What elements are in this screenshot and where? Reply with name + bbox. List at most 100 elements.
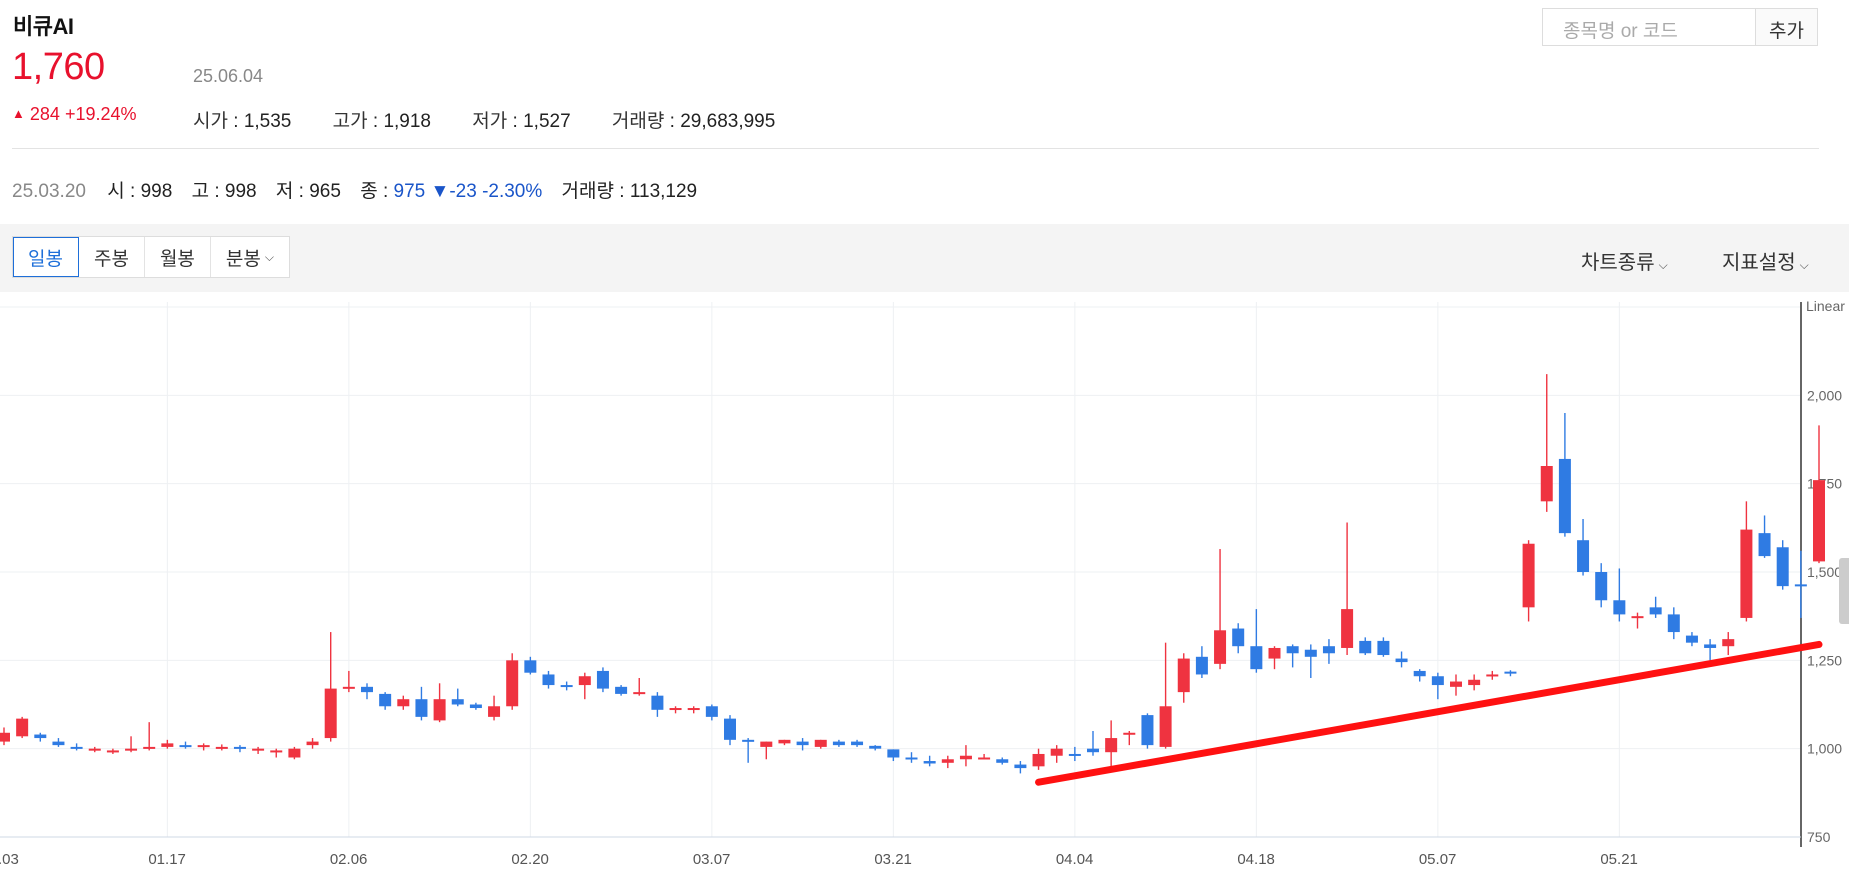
trendline bbox=[1035, 640, 1823, 786]
candle-body bbox=[1250, 646, 1263, 670]
crosshair-volume: 거래량 : 113,129 bbox=[561, 181, 698, 202]
candle-body bbox=[869, 745, 882, 749]
header-divider bbox=[12, 148, 1819, 149]
candle-body bbox=[1214, 630, 1227, 664]
triangle-down-icon: ▼ bbox=[430, 181, 450, 202]
crosshair-change-pct: -2.30% bbox=[482, 181, 543, 202]
candle-body bbox=[270, 750, 283, 753]
scale-label: Linear bbox=[1806, 298, 1845, 314]
candle-body bbox=[851, 741, 864, 746]
candle-body bbox=[1595, 572, 1608, 601]
candle-body bbox=[669, 708, 682, 711]
x-tick-label: 02.06 bbox=[330, 851, 368, 868]
candle-body bbox=[342, 686, 355, 689]
indicator-settings-dropdown[interactable]: 지표설정 ⌵ bbox=[1722, 246, 1809, 275]
candle-body bbox=[1286, 646, 1299, 654]
candle-body bbox=[125, 748, 138, 751]
candle-body bbox=[361, 686, 373, 693]
period-weekly-button[interactable]: 주봉 bbox=[79, 237, 145, 277]
change-percent: +19.24% bbox=[64, 104, 137, 124]
crosshair-low: 저 : 965 bbox=[275, 181, 341, 202]
candlestick-chart[interactable]: 7501,0001,2501,5001,7502,000Linear.0301.… bbox=[0, 292, 1849, 875]
candle-body bbox=[1268, 647, 1281, 659]
crosshair-high: 고 : 998 bbox=[191, 181, 257, 202]
candle-body bbox=[887, 749, 900, 758]
candle-body bbox=[1613, 600, 1626, 615]
candle-body bbox=[1377, 640, 1390, 656]
chart-type-dropdown[interactable]: 차트종류 ⌵ bbox=[1581, 246, 1668, 275]
candle-body bbox=[252, 748, 265, 751]
candle-body bbox=[1232, 628, 1245, 647]
candle-body bbox=[469, 704, 482, 709]
crosshair-change: -23 bbox=[449, 181, 477, 202]
candle-body bbox=[1450, 681, 1462, 687]
candle-body bbox=[179, 745, 192, 748]
y-tick-label: 750 bbox=[1807, 829, 1831, 845]
candle-body bbox=[760, 741, 773, 747]
candle-body bbox=[1359, 640, 1372, 654]
candle-body bbox=[959, 755, 972, 760]
period-monthly-button[interactable]: 월봉 bbox=[145, 237, 211, 277]
stat-open: 시가 : 1,535 bbox=[193, 111, 292, 132]
period-selector: 일봉 주봉 월봉 분봉 ⌵ bbox=[12, 236, 290, 278]
chart-scroll-handle[interactable] bbox=[1839, 558, 1849, 624]
candle-body bbox=[1577, 540, 1590, 572]
candle-body bbox=[1304, 649, 1317, 657]
candle-body bbox=[1159, 706, 1172, 747]
crosshair-close: 종 : 975 ▼-23 -2.30% bbox=[360, 181, 543, 202]
candle-body bbox=[1413, 670, 1426, 677]
candle-body bbox=[996, 759, 1009, 763]
chart-toolbar: 일봉 주봉 월봉 분봉 ⌵ 차트종류 ⌵ 지표설정 ⌵ bbox=[0, 224, 1849, 292]
triangle-up-icon: ▲ bbox=[12, 106, 25, 121]
candle-body bbox=[542, 674, 555, 686]
x-tick-label: 04.04 bbox=[1056, 851, 1094, 868]
add-button[interactable]: 추가 bbox=[1756, 8, 1818, 46]
candle-body bbox=[1177, 658, 1190, 693]
candle-body bbox=[1014, 764, 1027, 769]
change-amount: 284 bbox=[29, 104, 60, 124]
y-tick-label: 1,500 bbox=[1807, 564, 1842, 580]
candle-body bbox=[324, 688, 337, 739]
candle-body bbox=[742, 739, 755, 742]
candle-body bbox=[1050, 748, 1063, 756]
y-tick-label: 1,000 bbox=[1807, 741, 1842, 757]
stock-search-input[interactable]: 종목명 or 코드 bbox=[1542, 8, 1756, 46]
candle-body bbox=[1540, 466, 1553, 502]
candle-body bbox=[578, 676, 591, 686]
candle-body bbox=[705, 706, 718, 717]
stock-name: 비큐AI bbox=[13, 14, 74, 39]
crosshair-open: 시 : 998 bbox=[107, 181, 173, 202]
candle-body bbox=[832, 741, 845, 746]
price-change: ▲ 284 +19.24% bbox=[12, 104, 137, 125]
crosshair-date: 25.03.20 bbox=[12, 181, 86, 202]
candle-body bbox=[415, 699, 428, 717]
candle-body bbox=[1667, 614, 1680, 633]
y-tick-label: 2,000 bbox=[1807, 387, 1842, 403]
candle-body bbox=[1032, 753, 1045, 767]
candle-body bbox=[1758, 533, 1771, 557]
indicator-settings-label: 지표설정 bbox=[1722, 252, 1796, 274]
x-tick-label: 01.17 bbox=[148, 851, 186, 868]
candle-body bbox=[1722, 639, 1735, 647]
chevron-down-icon: ⌵ bbox=[1658, 258, 1668, 272]
x-tick-label: 03.21 bbox=[874, 851, 912, 868]
chevron-down-icon: ⌵ bbox=[264, 249, 274, 264]
x-tick-label: 04.18 bbox=[1237, 851, 1275, 868]
candle-body bbox=[814, 739, 827, 747]
candle-body bbox=[1486, 674, 1499, 677]
period-minute-button[interactable]: 분봉 ⌵ bbox=[211, 237, 289, 277]
candle-body bbox=[433, 699, 446, 721]
x-tick-label: .03 bbox=[0, 851, 19, 868]
candle-body bbox=[905, 757, 918, 760]
period-daily-button[interactable]: 일봉 bbox=[13, 237, 79, 277]
candle-body bbox=[978, 757, 991, 760]
candle-body bbox=[1522, 543, 1535, 608]
candle-body bbox=[1813, 480, 1825, 562]
quote-date: 25.06.04 bbox=[193, 66, 264, 86]
crosshair-info: 25.03.20 시 : 998 고 : 998 저 : 965 종 : 975… bbox=[12, 176, 711, 203]
candle-body bbox=[88, 748, 101, 751]
candle-body bbox=[379, 693, 392, 707]
period-minute-label: 분봉 bbox=[225, 248, 261, 270]
daily-stats: 시가 : 1,535 고가 : 1,918 저가 : 1,527 거래량 : 2… bbox=[193, 106, 811, 133]
candle-body bbox=[1322, 646, 1335, 654]
